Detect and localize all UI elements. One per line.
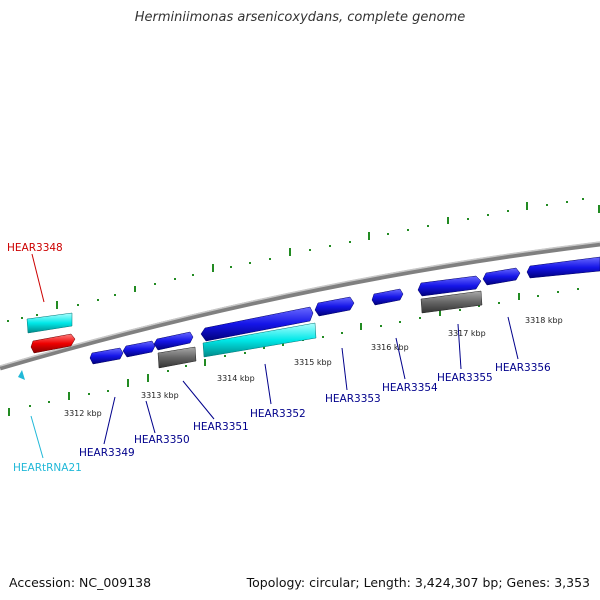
backbone-arc xyxy=(0,241,600,371)
label-hear3352[interactable]: HEAR3352 xyxy=(250,408,306,420)
gene-3354-strand[interactable] xyxy=(371,288,404,306)
label-hear3348[interactable]: HEAR3348 xyxy=(7,242,63,254)
tick-label-3316: 3316 kbp xyxy=(371,343,409,352)
label-hear3354[interactable]: HEAR3354 xyxy=(382,382,438,394)
upper-tick-ruler xyxy=(7,198,600,322)
leader-hear3351 xyxy=(182,380,215,420)
tick-label-3313: 3313 kbp xyxy=(141,391,179,400)
heartrna21-marker[interactable] xyxy=(18,370,25,380)
label-hear3349[interactable]: HEAR3349 xyxy=(79,447,135,459)
label-hear3353[interactable]: HEAR3353 xyxy=(325,393,381,405)
tick-label-3314: 3314 kbp xyxy=(217,374,255,383)
tick-label-3317: 3317 kbp xyxy=(448,329,486,338)
gene-3356-strand[interactable] xyxy=(482,267,521,286)
label-heartrna21[interactable]: HEARtRNA21 xyxy=(13,462,82,474)
label-hear3355[interactable]: HEAR3355 xyxy=(437,372,493,384)
gene-hear3355[interactable] xyxy=(420,290,483,314)
leader-hear3354 xyxy=(395,337,406,380)
leader-hear3356 xyxy=(507,316,519,360)
gene-red-3348[interactable] xyxy=(30,333,76,354)
gene-hear3349[interactable] xyxy=(89,347,124,365)
label-hear3351[interactable]: HEAR3351 xyxy=(193,421,249,433)
gene-hear3350b[interactable] xyxy=(153,331,194,351)
leader-hear3349 xyxy=(103,396,116,445)
leader-hear3353 xyxy=(341,347,348,391)
label-hear3350[interactable]: HEAR3350 xyxy=(134,434,190,446)
page-title: Herminiimonas arsenicoxydans, complete g… xyxy=(134,10,466,25)
gene-hear3348[interactable] xyxy=(26,312,73,334)
tick-label-3315: 3315 kbp xyxy=(294,358,332,367)
leader-hear3350 xyxy=(145,400,156,434)
tick-label-3318: 3318 kbp xyxy=(525,316,563,325)
tick-label-3312: 3312 kbp xyxy=(64,409,102,418)
gene-hear3350[interactable] xyxy=(122,340,156,358)
lower-tick-ruler xyxy=(8,288,579,416)
gene-hear3352[interactable] xyxy=(202,322,317,358)
leader-hear3355 xyxy=(457,323,462,370)
gene-3355-strand[interactable] xyxy=(417,275,482,297)
leader-hear3348 xyxy=(31,253,45,303)
gene-hear3351-strand[interactable] xyxy=(200,306,314,342)
label-hear3356[interactable]: HEAR3356 xyxy=(495,362,551,374)
gene-3353-strand[interactable] xyxy=(314,296,355,317)
gene-hear3351[interactable] xyxy=(157,346,197,369)
gene-3357-strand[interactable] xyxy=(526,256,600,279)
topology-text: Topology: circular; Length: 3,424,307 bp… xyxy=(246,575,590,590)
leader-heartrna21 xyxy=(30,415,44,459)
accession-text: Accession: NC_009138 xyxy=(9,575,152,590)
leader-hear3352 xyxy=(264,363,272,405)
